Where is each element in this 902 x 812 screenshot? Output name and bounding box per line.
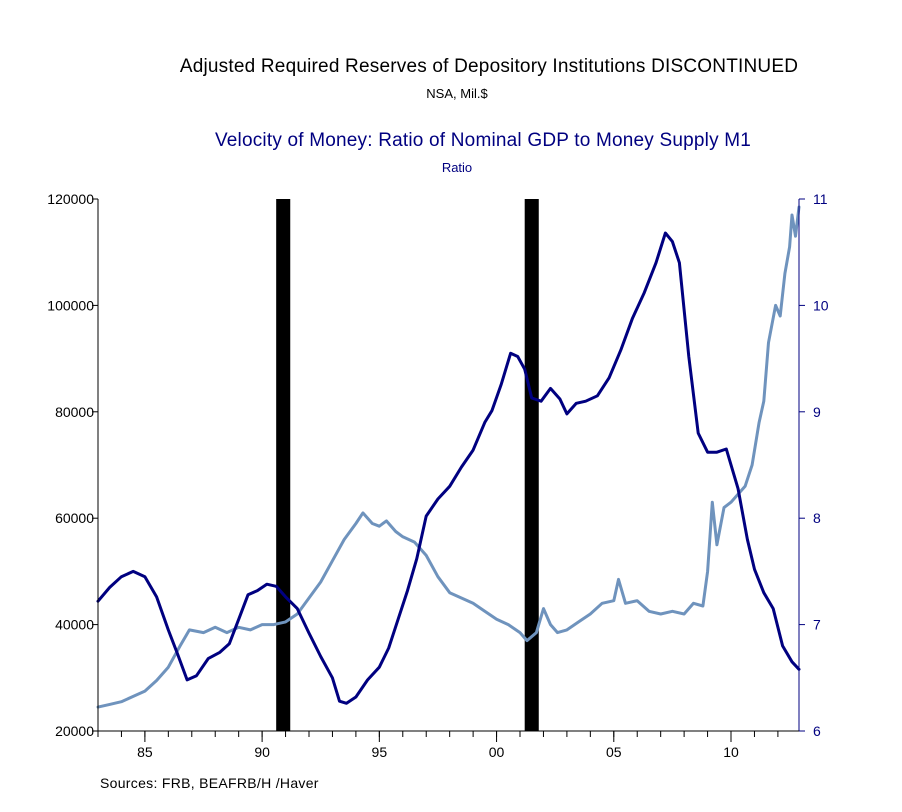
x-tick-label: 00 xyxy=(489,744,505,760)
right-tick-label: 8 xyxy=(813,510,821,526)
left-tick-label: 120000 xyxy=(47,191,94,207)
left-tick-label: 40000 xyxy=(55,617,94,633)
left-tick-label: 60000 xyxy=(55,510,94,526)
source-note: Sources: FRB, BEAFRB/H /Haver xyxy=(100,775,319,791)
right-tick-label: 9 xyxy=(813,404,821,420)
axes: 20000 40000 60000 80000 100000 120000 6 7 8 9 10 11… xyxy=(47,191,829,760)
recession-band-1 xyxy=(276,199,291,731)
left-tick-label: 100000 xyxy=(47,297,94,313)
x-tick-label: 95 xyxy=(372,744,388,760)
series1-unit: NSA, Mil.$ xyxy=(426,86,488,101)
right-tick-label: 7 xyxy=(813,617,821,633)
series1-title: Adjusted Required Reserves of Depository… xyxy=(179,56,799,77)
x-tick-label: 85 xyxy=(137,744,153,760)
right-tick-label: 11 xyxy=(813,191,828,207)
x-tick-label: 10 xyxy=(723,744,739,760)
recession-bands xyxy=(276,199,539,731)
right-tick-label: 6 xyxy=(813,723,821,739)
x-tick-label: 05 xyxy=(606,744,622,760)
right-tick-label: 10 xyxy=(813,297,829,313)
series2-title: Velocity of Money: Ratio of Nominal GDP … xyxy=(214,130,752,151)
left-tick-label: 80000 xyxy=(55,404,94,420)
left-tick-label: 20000 xyxy=(55,723,94,739)
x-tick-label: 90 xyxy=(254,744,270,760)
reserves-series-line xyxy=(96,205,801,709)
velocity-series-line xyxy=(96,231,801,705)
recession-band-2 xyxy=(524,199,539,731)
series2-unit: Ratio xyxy=(441,160,473,175)
series-lines xyxy=(96,205,801,709)
